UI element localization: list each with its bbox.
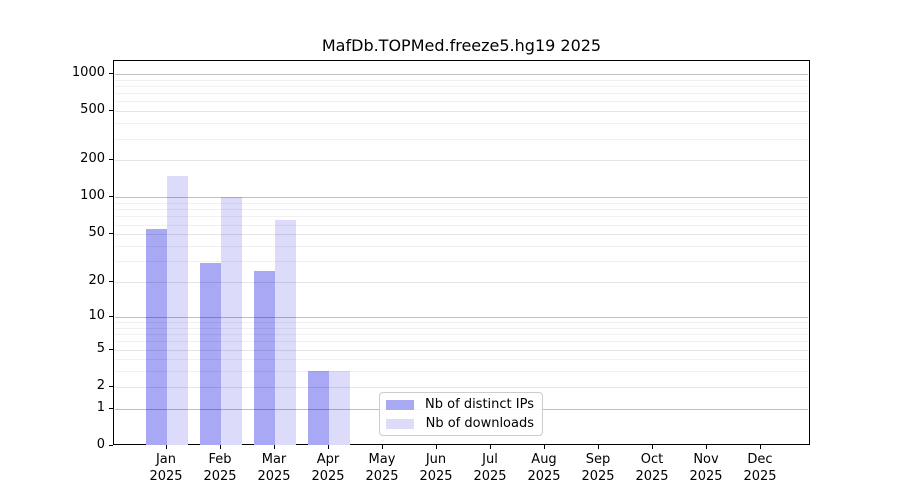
gridline: [115, 350, 808, 351]
y-tick-label: 0: [96, 437, 105, 452]
x-tick-mark: [706, 445, 707, 449]
x-tick-mark: [220, 445, 221, 449]
bar-nb-of-distinct-ips-apr: [308, 371, 329, 445]
gridline: [115, 160, 808, 161]
x-tick-mark: [760, 445, 761, 449]
gridline: [115, 197, 808, 198]
gridline: [115, 282, 808, 283]
downloads-swatch: [386, 418, 414, 429]
legend-label: Nb of distinct IPs: [425, 397, 534, 412]
x-tick-label-sep: Sep 2025: [581, 452, 615, 484]
x-tick-label-dec: Dec 2025: [743, 452, 777, 484]
gridline: [115, 225, 808, 226]
gridline: [115, 359, 808, 360]
y-tick-label: 10: [88, 308, 105, 323]
x-tick-label-may: May 2025: [365, 452, 399, 484]
x-tick-label-jan: Jan 2025: [149, 452, 183, 484]
bar-nb-of-downloads-jan: [167, 176, 188, 445]
gridline: [115, 246, 808, 247]
x-tick-label-feb: Feb 2025: [203, 452, 237, 484]
x-tick-label-nov: Nov 2025: [689, 452, 723, 484]
y-tick-label: 1: [96, 400, 105, 415]
y-tick-mark: [109, 196, 113, 197]
gridline: [115, 317, 808, 318]
y-tick-label: 500: [80, 102, 105, 117]
y-tick-label: 2: [96, 378, 105, 393]
gridline: [115, 234, 808, 235]
gridline: [115, 101, 808, 102]
x-tick-label-apr: Apr 2025: [311, 452, 345, 484]
x-tick-mark: [544, 445, 545, 449]
legend-item-downloads: Nb of downloads: [386, 416, 534, 431]
gridline: [115, 74, 808, 75]
legend-label: Nb of downloads: [425, 416, 534, 431]
y-tick-mark: [109, 110, 113, 111]
bar-nb-of-downloads-apr: [329, 371, 350, 445]
x-tick-mark: [436, 445, 437, 449]
gridline: [115, 111, 808, 112]
x-tick-mark: [328, 445, 329, 449]
bar-nb-of-downloads-feb: [221, 197, 242, 445]
y-tick-label: 5: [96, 341, 105, 356]
y-tick-label: 50: [88, 225, 105, 240]
gridline: [115, 209, 808, 210]
gridline: [115, 86, 808, 87]
gridline: [115, 139, 808, 140]
y-tick-mark: [109, 233, 113, 234]
y-tick-mark: [109, 445, 113, 446]
x-tick-label-jun: Jun 2025: [419, 452, 453, 484]
x-tick-label-jul: Jul 2025: [473, 452, 507, 484]
plot-area: [113, 60, 810, 445]
y-tick-mark: [109, 159, 113, 160]
x-tick-label-aug: Aug 2025: [527, 452, 561, 484]
gridline: [115, 328, 808, 329]
gridline: [115, 387, 808, 388]
y-tick-mark: [109, 408, 113, 409]
x-tick-mark: [274, 445, 275, 449]
y-tick-mark: [109, 73, 113, 74]
bar-nb-of-distinct-ips-mar: [254, 271, 275, 445]
gridline: [115, 341, 808, 342]
y-tick-mark: [109, 349, 113, 350]
gridline: [115, 123, 808, 124]
distinct-ips-swatch: [386, 399, 414, 410]
grid-layer: [114, 61, 809, 444]
bar-nb-of-distinct-ips-feb: [200, 263, 221, 445]
y-tick-label: 100: [80, 188, 105, 203]
gridline: [115, 93, 808, 94]
gridline: [115, 203, 808, 204]
x-tick-mark: [598, 445, 599, 449]
gridline: [115, 80, 808, 81]
bar-nb-of-downloads-mar: [275, 220, 296, 445]
y-tick-mark: [109, 316, 113, 317]
x-tick-label-mar: Mar 2025: [257, 452, 291, 484]
x-tick-mark: [490, 445, 491, 449]
bar-nb-of-distinct-ips-jan: [146, 229, 167, 445]
y-tick-label: 1000: [71, 65, 105, 80]
y-tick-mark: [109, 281, 113, 282]
y-tick-label: 20: [88, 273, 105, 288]
chart-title: MafDb.TOPMed.freeze5.hg19 2025: [321, 36, 602, 55]
gridline: [115, 216, 808, 217]
x-tick-label-oct: Oct 2025: [635, 452, 669, 484]
y-tick-label: 200: [80, 151, 105, 166]
x-tick-mark: [382, 445, 383, 449]
legend-item-distinct-ips: Nb of distinct IPs: [386, 397, 534, 412]
gridline: [115, 334, 808, 335]
gridline: [115, 322, 808, 323]
gridline: [115, 371, 808, 372]
gridline: [115, 261, 808, 262]
x-tick-mark: [652, 445, 653, 449]
bars-layer: [114, 61, 809, 445]
x-tick-mark: [166, 445, 167, 449]
y-tick-mark: [109, 386, 113, 387]
legend: Nb of distinct IPs Nb of downloads: [379, 392, 543, 436]
